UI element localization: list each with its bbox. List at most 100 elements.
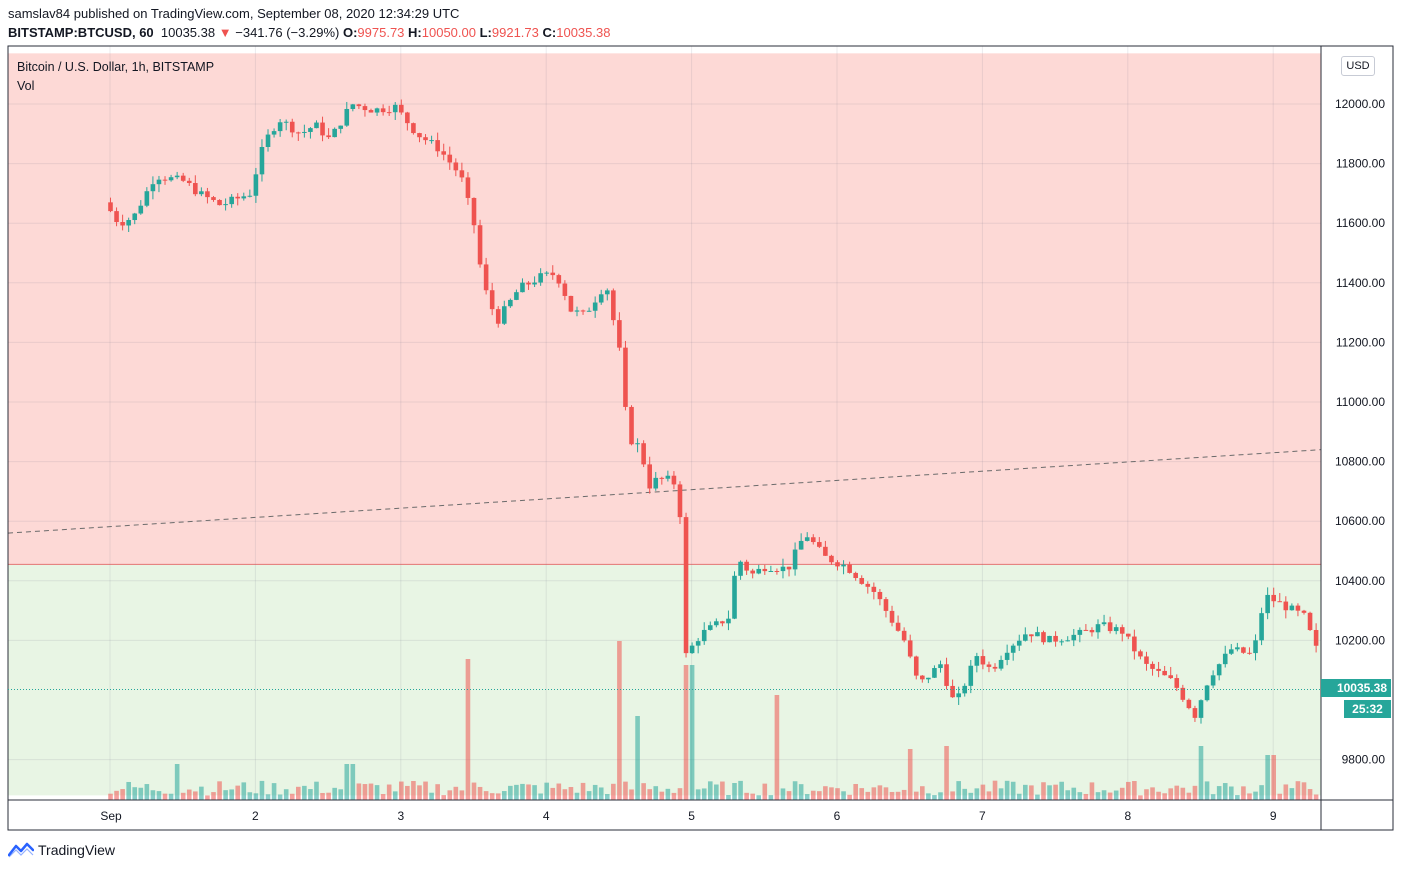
volume-bar xyxy=(544,783,549,800)
candle-body xyxy=(550,273,555,275)
candle-body xyxy=(938,664,943,668)
volume-bar xyxy=(417,785,422,800)
volume-bar xyxy=(1277,794,1282,800)
volume-bar xyxy=(563,789,568,800)
candle-body xyxy=(817,542,822,547)
candle-body xyxy=(308,128,313,132)
candle-body xyxy=(823,547,828,556)
volume-bar xyxy=(557,784,562,800)
y-tick-label: 9800.00 xyxy=(1342,753,1386,767)
volume-bar xyxy=(405,786,410,800)
volume-bar xyxy=(690,665,695,800)
x-tick-label: 6 xyxy=(834,809,841,823)
x-tick-label: 5 xyxy=(688,809,695,823)
volume-bar xyxy=(775,695,780,800)
volume-bar xyxy=(1217,786,1222,800)
candle-body xyxy=(1071,635,1076,640)
zone-lower xyxy=(8,564,1321,795)
volume-bar xyxy=(1005,781,1010,800)
volume-bar xyxy=(387,785,392,800)
candle-body xyxy=(1047,636,1052,642)
volume-bar xyxy=(696,789,701,800)
candle-body xyxy=(435,140,440,151)
candle-body xyxy=(1029,634,1034,636)
candle-body xyxy=(1144,656,1149,663)
volume-bar xyxy=(744,793,749,800)
volume-bar xyxy=(720,782,725,800)
volume-bar xyxy=(581,783,586,800)
volume-bar xyxy=(290,794,295,800)
candle-body xyxy=(1290,606,1295,611)
candle-body xyxy=(623,348,628,407)
volume-bar xyxy=(241,782,246,800)
x-tick-label: 8 xyxy=(1124,809,1131,823)
volume-bar xyxy=(429,793,434,800)
candle-body xyxy=(726,619,731,624)
volume-bar xyxy=(708,781,713,800)
tradingview-logo-icon xyxy=(8,842,34,858)
volume-bar xyxy=(278,794,283,800)
volume-bar xyxy=(538,793,543,800)
candle-body xyxy=(1241,647,1246,652)
volume-bar xyxy=(884,787,889,800)
candle-body xyxy=(1168,675,1173,678)
currency-button[interactable]: USD xyxy=(1341,56,1375,76)
volume-bar xyxy=(1017,794,1022,800)
candle-body xyxy=(696,641,701,646)
candle-body xyxy=(835,562,840,566)
volume-bar xyxy=(169,794,174,800)
candle-body xyxy=(1090,630,1095,632)
candle-body xyxy=(587,311,592,312)
candle-body xyxy=(902,631,907,641)
volume-bar xyxy=(411,781,416,800)
volume-bar xyxy=(466,659,471,800)
volume-bar xyxy=(460,790,465,800)
volume-bar xyxy=(472,783,477,800)
volume-bar xyxy=(1053,785,1058,800)
volume-bar xyxy=(454,787,459,800)
tradingview-logo[interactable]: TradingView xyxy=(8,842,115,858)
candle-body xyxy=(1199,700,1204,718)
candle-body xyxy=(653,478,658,489)
volume-bar xyxy=(787,791,792,800)
candle-body xyxy=(841,565,846,567)
volume-bar xyxy=(175,764,180,800)
volume-bar xyxy=(320,793,325,800)
candle-body xyxy=(472,198,477,225)
candle-body xyxy=(441,151,446,154)
candle-body xyxy=(211,197,216,200)
candle-body xyxy=(1126,634,1131,637)
volume-bar xyxy=(750,794,755,800)
candle-body xyxy=(1174,678,1179,688)
candle-body xyxy=(926,678,931,680)
volume-bar xyxy=(248,792,253,800)
volume-bar xyxy=(569,787,574,800)
candle-body xyxy=(793,550,798,570)
candle-body xyxy=(1096,624,1101,632)
volume-bar xyxy=(944,746,949,800)
candle-body xyxy=(1235,647,1240,649)
candle-body xyxy=(1108,622,1113,631)
volume-bar xyxy=(357,783,362,800)
candle-body xyxy=(781,567,786,571)
volume-bar xyxy=(1108,793,1113,800)
volume-bar xyxy=(987,791,992,800)
candle-body xyxy=(260,147,265,174)
candle-body xyxy=(1084,630,1089,631)
candle-body xyxy=(1011,646,1016,653)
candle-body xyxy=(1247,653,1252,654)
x-tick-label: Sep xyxy=(100,809,122,823)
candle-body xyxy=(1259,613,1264,640)
volume-bar xyxy=(678,788,683,800)
candle-body xyxy=(520,283,525,292)
candle-body xyxy=(708,625,713,630)
candle-body xyxy=(266,135,271,147)
volume-bar xyxy=(647,789,652,800)
candle-body xyxy=(332,129,337,137)
candle-body xyxy=(363,106,368,110)
candle-body xyxy=(393,105,398,112)
candle-body xyxy=(575,310,580,311)
volume-bar xyxy=(908,749,913,800)
volume-bar xyxy=(423,782,428,800)
